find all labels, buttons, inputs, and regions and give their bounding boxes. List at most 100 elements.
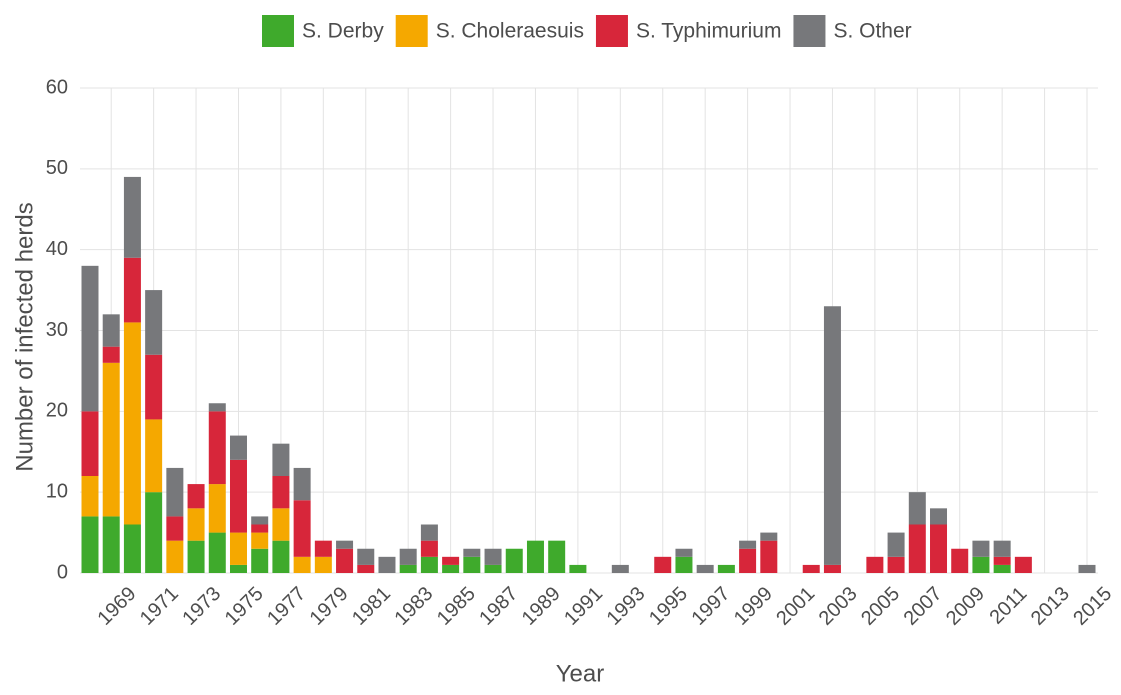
bar-segment xyxy=(208,411,226,485)
bar-segment xyxy=(123,257,141,323)
x-tick-label: 1999 xyxy=(730,583,777,630)
bar-segment xyxy=(972,556,990,573)
bar-segment xyxy=(908,492,926,525)
bar-segment xyxy=(463,556,481,573)
x-axis-title: Year xyxy=(556,660,605,687)
bar-segment xyxy=(251,524,269,533)
bar-segment xyxy=(654,556,672,573)
x-tick-label: 2003 xyxy=(815,583,862,630)
bar-segment xyxy=(569,564,587,573)
y-tick-label: 10 xyxy=(46,480,68,502)
x-tick-label: 1977 xyxy=(263,583,310,630)
bar-segment xyxy=(314,556,332,573)
bar-segment xyxy=(993,540,1011,557)
bar-segment xyxy=(887,532,905,557)
x-tick-label: 2011 xyxy=(985,583,1031,629)
bar-segment xyxy=(229,564,247,573)
x-tick-label: 1993 xyxy=(603,583,650,630)
x-tick-label: 1985 xyxy=(433,583,480,630)
y-tick-label: 0 xyxy=(57,561,68,583)
bar-segment xyxy=(760,540,778,573)
bar-segment xyxy=(81,265,99,412)
bar-segment xyxy=(908,524,926,573)
legend-swatch xyxy=(262,15,294,47)
y-tick-label: 20 xyxy=(46,400,68,422)
bar-segment xyxy=(336,548,354,573)
x-tick-label: 2001 xyxy=(772,583,819,630)
bar-segment xyxy=(208,532,226,573)
x-tick-label: 2007 xyxy=(900,583,947,630)
bar-segment xyxy=(675,556,693,573)
bar-segment xyxy=(972,540,990,557)
bar-segment xyxy=(1078,564,1096,573)
bar-segment xyxy=(145,419,163,493)
bar-segment xyxy=(251,516,269,525)
bar-segment xyxy=(739,540,757,549)
bar-segment xyxy=(823,564,841,573)
bar-segment xyxy=(102,314,120,347)
y-tick-label: 50 xyxy=(46,157,68,179)
bar-segment xyxy=(102,362,120,517)
bar-segment xyxy=(336,540,354,549)
bar-segment xyxy=(272,540,290,573)
bar-segment xyxy=(717,564,735,573)
bar-segment xyxy=(166,467,184,517)
x-tick-label: 1973 xyxy=(178,583,225,630)
y-tick-label: 40 xyxy=(46,238,68,260)
bar-segment xyxy=(378,556,396,573)
bar-segment xyxy=(442,564,460,573)
bar-segment xyxy=(399,548,417,565)
bar-segment xyxy=(81,476,99,517)
bar-segment xyxy=(123,176,141,258)
x-tick-label: 2015 xyxy=(1069,583,1116,630)
bar-segment xyxy=(611,564,629,573)
bar-segment xyxy=(145,290,163,355)
x-tick-label: 1995 xyxy=(645,583,692,630)
bar-segment xyxy=(951,548,969,573)
bar-segment xyxy=(357,564,375,573)
bar-segment xyxy=(357,548,375,565)
y-tick-label: 30 xyxy=(46,319,68,341)
legend-label: S. Choleraesuis xyxy=(436,20,584,43)
bar-segment xyxy=(251,548,269,573)
bar-segment xyxy=(187,508,205,541)
bar-segment xyxy=(760,532,778,541)
bar-segment xyxy=(293,467,311,501)
y-tick-label: 60 xyxy=(46,76,68,98)
bar-segment xyxy=(887,556,905,573)
legend-swatch xyxy=(595,15,628,47)
bar-segment xyxy=(463,548,481,557)
bar-segment xyxy=(272,476,290,509)
bar-segment xyxy=(229,459,247,533)
bar-segment xyxy=(1014,556,1032,573)
y-axis-title: Number of infected herds xyxy=(11,202,38,471)
bar-segment xyxy=(484,564,502,573)
bar-segment xyxy=(739,548,757,573)
bar-segment xyxy=(102,516,120,573)
bar-segment xyxy=(420,540,438,557)
x-tick-label: 1987 xyxy=(475,583,522,630)
legend-swatch xyxy=(395,15,428,47)
bar-segment xyxy=(420,524,438,541)
x-tick-label: 1991 xyxy=(560,583,607,630)
legend-label: S. Typhimurium xyxy=(636,20,782,43)
bar-segment xyxy=(526,540,544,573)
x-tick-label: 1969 xyxy=(93,583,140,630)
bar-segment xyxy=(505,548,523,573)
bar-segment xyxy=(930,524,948,573)
bar-segment xyxy=(102,346,120,363)
bar-segment xyxy=(675,548,693,557)
bar-segment xyxy=(272,508,290,541)
bar-segment xyxy=(548,540,566,573)
bar-segment xyxy=(123,322,141,525)
bar-segment xyxy=(399,564,417,573)
bar-segment xyxy=(484,548,502,565)
bar-segment xyxy=(993,564,1011,573)
x-tick-label: 1983 xyxy=(390,583,437,630)
bar-segment xyxy=(696,564,714,573)
bar-segment xyxy=(187,540,205,573)
bar-segment xyxy=(187,484,205,509)
bar-segment xyxy=(166,516,184,541)
bar-segment xyxy=(208,484,226,533)
